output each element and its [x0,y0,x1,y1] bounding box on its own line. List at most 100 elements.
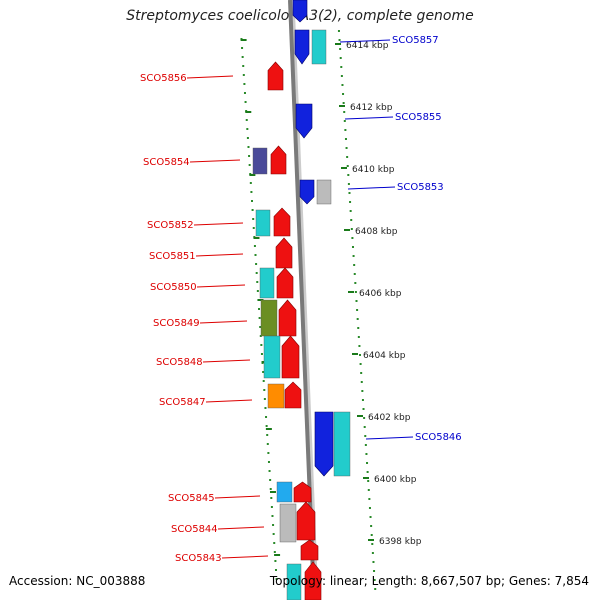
gene-label-sco5847: SCO5847 [159,397,206,408]
left-track-dot [260,353,263,355]
right-track-dot [346,156,349,158]
gene-label-sco5848: SCO5848 [156,357,203,368]
right-track-dot [347,174,350,176]
gene-box-sco5854 [252,147,268,175]
left-track-dot [242,65,245,67]
left-track-dot [271,515,274,517]
gene-arrow-sco5845 [293,481,312,503]
right-track-dot [351,237,354,239]
left-track-dot [273,542,276,544]
left-track-dot [258,317,261,319]
gene-label-sco5857: SCO5857 [392,35,439,46]
left-track-dot [245,119,248,121]
gene-arrow-sco5855 [295,103,313,139]
left-track-dot [265,425,268,427]
gene-arrow-sco5854 [270,145,287,175]
gene-box-sco5846 [333,411,351,477]
left-track-dot [267,461,270,463]
left-track-dot [263,389,266,391]
right-track-dot [370,534,373,536]
right-track-dot [356,318,359,320]
right-track-dot [359,363,362,365]
left-track-dot [259,326,262,328]
gene-label-sco5845: SCO5845 [168,493,215,504]
left-track-dot [270,506,273,508]
right-track-dot [348,192,351,194]
gene-arrow-sco5856 [267,61,284,91]
gene-box-sco5853 [316,179,332,205]
gene-leader-sco5849 [199,320,248,324]
left-track-dot [246,137,249,139]
right-track-dot [353,273,356,275]
right-track-dot [349,201,352,203]
right-track-dot [373,570,376,572]
left-track-dot [255,272,258,274]
left-track-dot [266,443,269,445]
right-track-dot [338,39,341,41]
left-track-dot [243,92,246,94]
gene-box-sco5848 [263,335,281,379]
gene-leader-sco5844 [217,526,265,530]
right-track-dot [371,543,374,545]
gene-box-sco5845 [276,481,293,503]
right-track-dot [355,300,358,302]
right-track-dot [339,48,342,50]
kbp-label: 6414 kbp [346,41,389,51]
gene-arrow-sco5844 [296,501,316,541]
genome-summary-label: Topology: linear; Length: 8,667,507 bp; … [269,574,589,588]
gene-arrow-sco5846 [314,411,334,477]
left-track-dot [246,128,249,130]
right-track-dot [370,525,373,527]
right-track-dot [359,354,362,356]
left-track-dot [248,155,251,157]
kbp-label: 6402 kbp [368,413,411,423]
gene-leader-sco5846 [365,436,414,440]
right-track-dot [360,381,363,383]
gene-box-sco5857 [311,29,327,65]
right-track-dot [343,111,346,113]
right-track-dot [362,408,365,410]
gene-label-sco5846: SCO5846 [415,432,462,443]
right-track-dot [365,453,368,455]
gene-arrow-sco5852 [273,207,291,237]
left-track-dot [266,434,269,436]
gene-label-sco5843: SCO5843 [175,553,222,564]
gene-leader-sco5843 [221,555,269,559]
gene-box-bottom-partial [286,563,302,600]
gene-arrow-sco5849 [278,299,297,337]
right-track-dot [350,219,353,221]
right-track-dot [371,552,374,554]
right-track-dot [366,471,369,473]
left-track-dot [274,560,277,562]
gene-arrow-bottom-partial [304,561,322,600]
left-track-dot [243,83,246,85]
right-track-dot [354,291,357,293]
right-track-dot [352,255,355,257]
left-track-dot [249,182,252,184]
gene-leader-sco5852 [193,222,244,226]
kbp-label: 6408 kbp [355,227,398,237]
left-track-dot [268,470,271,472]
right-track-dot [357,336,360,338]
kbp-label: 6400 kbp [374,475,417,485]
left-track-dot [252,227,255,229]
left-track-dot [241,47,244,49]
kbp-label: 6410 kbp [352,165,395,175]
gene-arrow-sco5850 [276,267,294,299]
left-track-dot [273,551,276,553]
left-track-dot [258,308,261,310]
left-track-dot [270,497,273,499]
right-track-dot [358,345,361,347]
right-track-dot [366,462,369,464]
right-track-dot [343,120,346,122]
left-track-dot [251,209,254,211]
right-track-dot [369,516,372,518]
right-track-dot [363,426,366,428]
right-track-dot [353,264,356,266]
left-track-dot [247,146,250,148]
gene-box-sco5847 [267,383,285,409]
gene-arrow-top-partial [292,0,308,23]
right-track-dot [360,372,363,374]
right-track-dot [342,102,345,104]
